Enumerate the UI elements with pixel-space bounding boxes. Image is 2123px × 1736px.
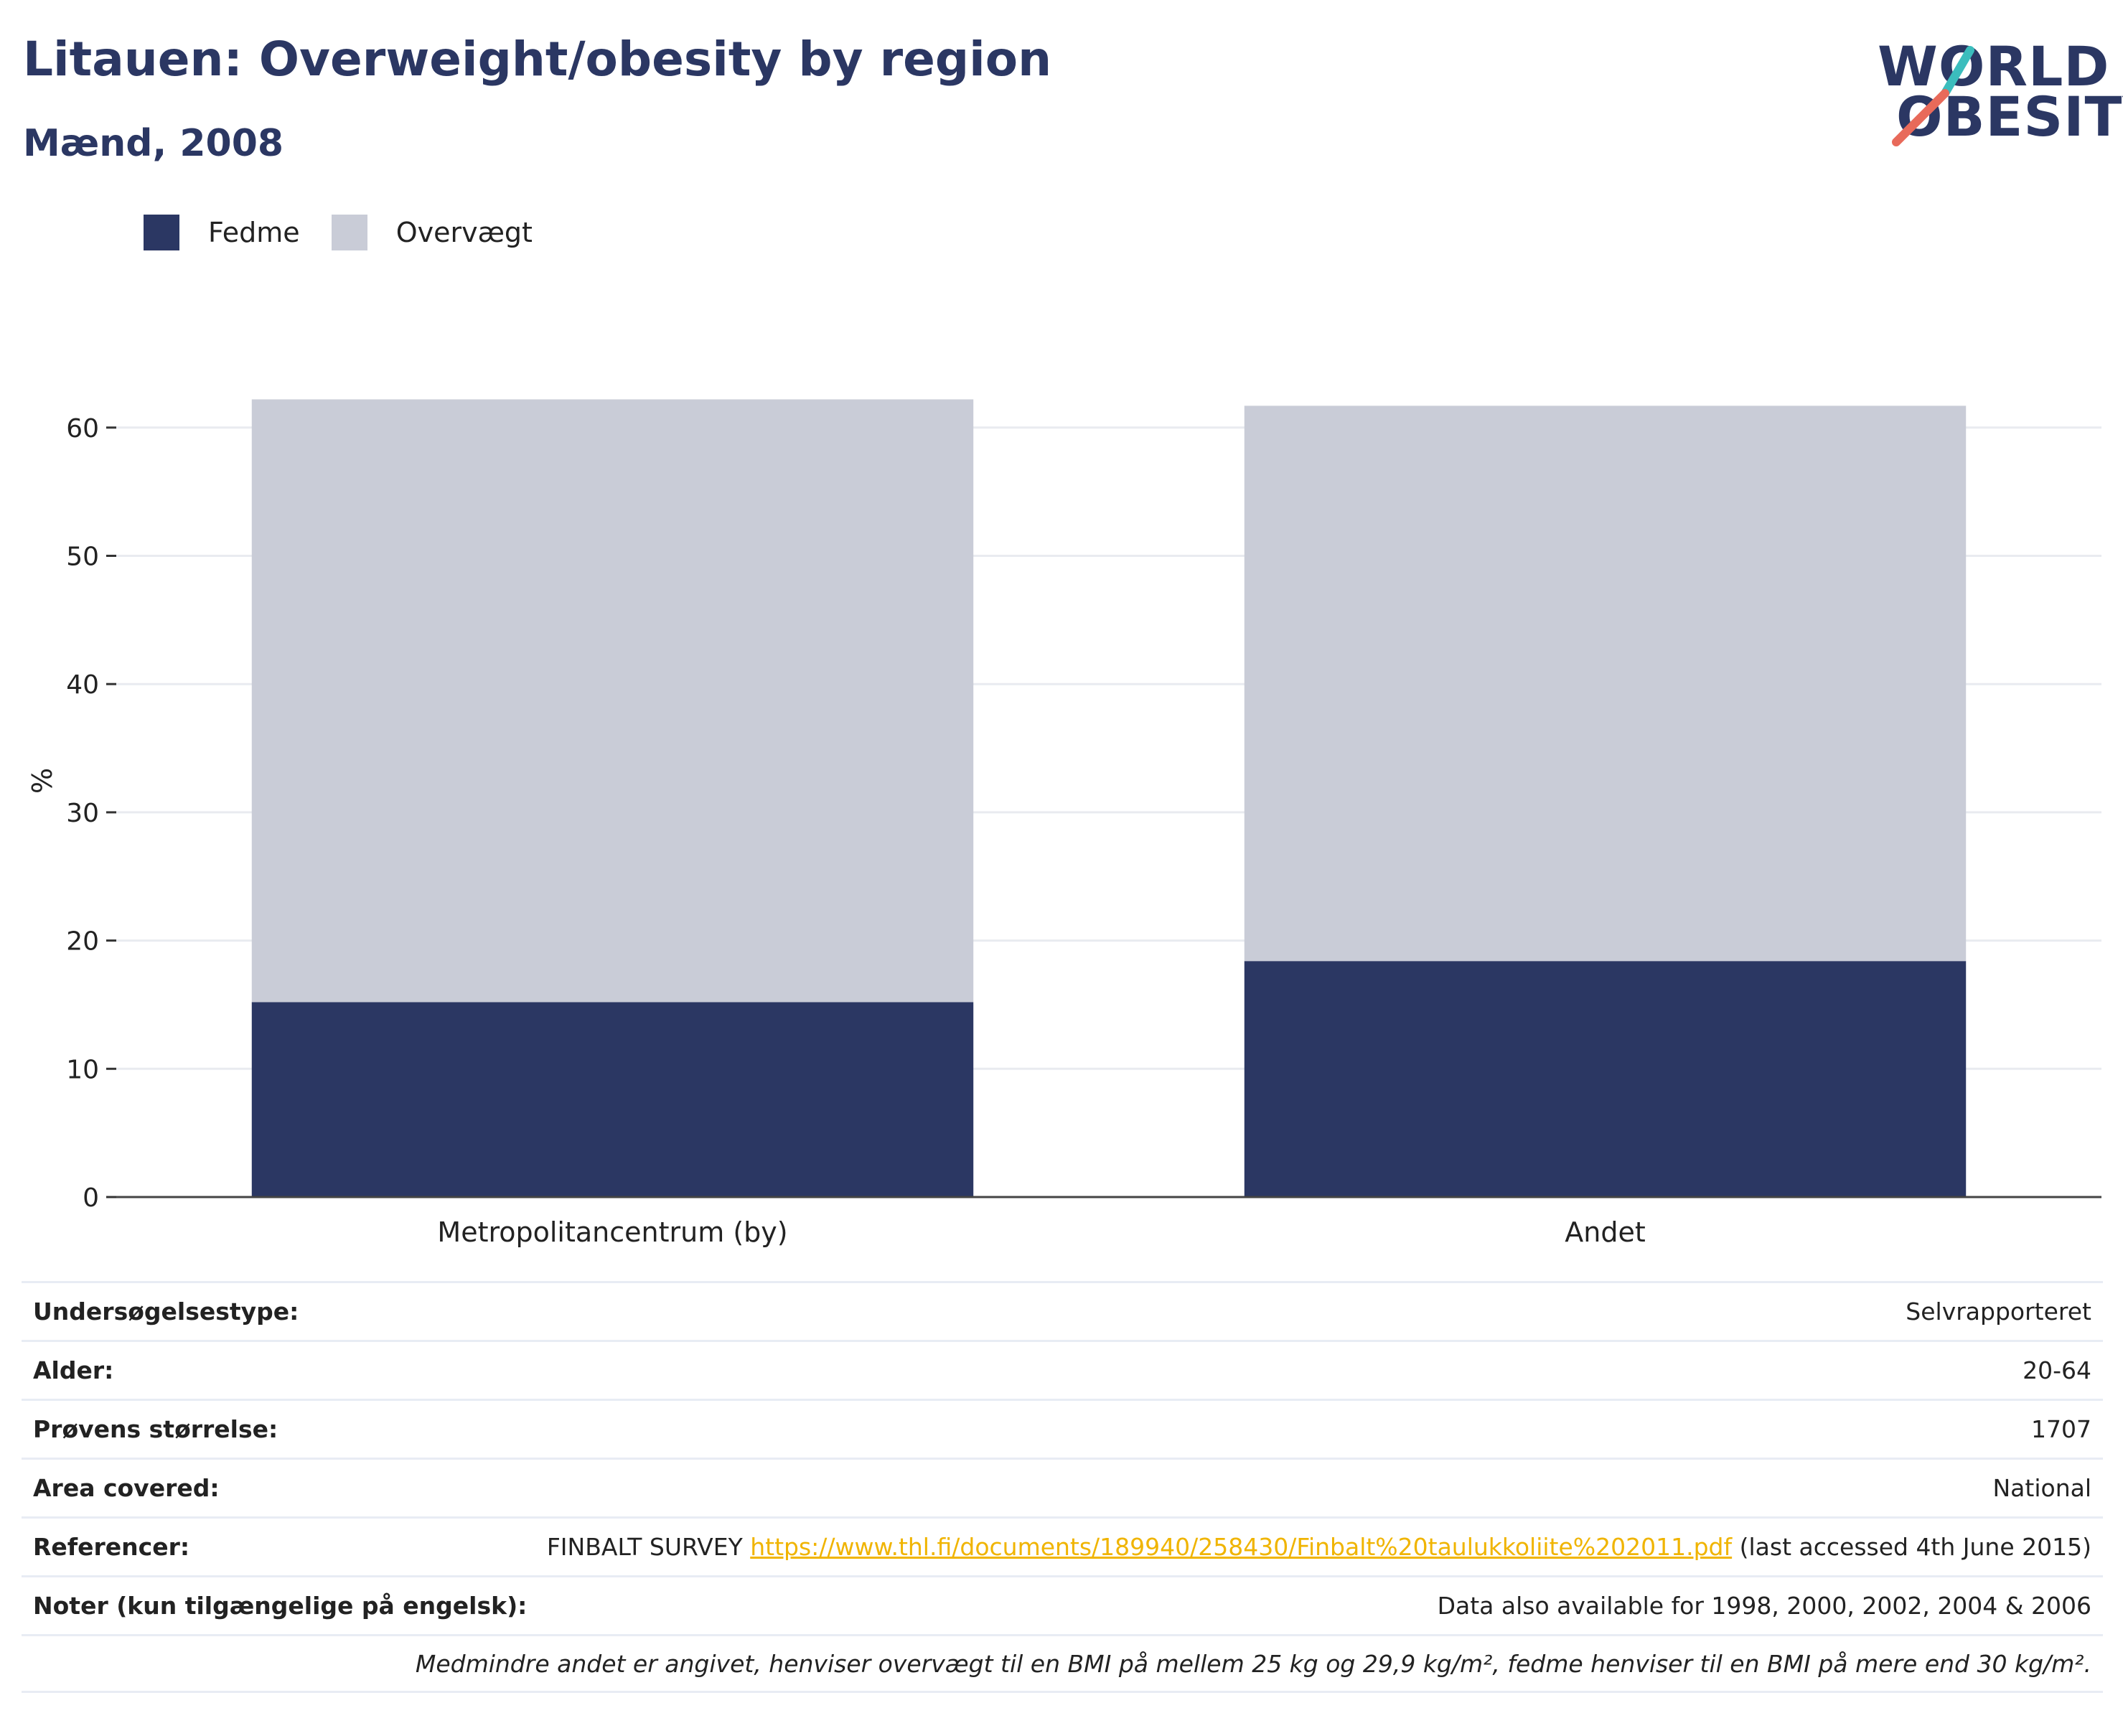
- legend-item-fedme[interactable]: Fedme: [144, 215, 300, 250]
- info-label-references: Referencer:: [33, 1533, 190, 1561]
- logo-text-world: WORLD: [1878, 34, 2110, 98]
- y-tick-label: 50: [66, 543, 99, 572]
- info-value-references: FINBALT SURVEY https://www.thl.fi/docume…: [547, 1533, 2091, 1561]
- y-tick-label: 30: [66, 799, 99, 828]
- survey-info-table: Undersøgelsestype: Selvrapporteret Alder…: [22, 1281, 2103, 1693]
- reference-source: FINBALT SURVEY: [546, 1533, 751, 1561]
- chart-legend: Fedme Overvægt: [144, 212, 564, 253]
- bar-fedme: [1244, 961, 1967, 1197]
- bmi-footnote: Medmindre andet er angivet, henviser ove…: [415, 1649, 2091, 1678]
- legend-label-fedme: Fedme: [208, 217, 300, 248]
- logo-text-obesity: OBESITY: [1896, 85, 2123, 149]
- info-row-notes: Noter (kun tilgængelige på engelsk): Dat…: [22, 1575, 2103, 1634]
- info-label-area: Area covered:: [33, 1474, 220, 1502]
- bar-overvaegt: [1244, 405, 1967, 962]
- bar-overvaegt: [251, 399, 974, 1003]
- y-axis-label: %: [27, 768, 58, 794]
- legend-item-overvaegt[interactable]: Overvægt: [331, 215, 533, 250]
- legend-label-overvaegt: Overvægt: [395, 217, 533, 248]
- info-label-survey-type: Undersøgelsestype:: [33, 1298, 299, 1326]
- page-title: Litauen: Overweight/obesity by region: [23, 32, 1052, 87]
- y-tick-label: 10: [66, 1055, 99, 1084]
- info-value-notes: Data also available for 1998, 2000, 2002…: [1437, 1592, 2091, 1620]
- page-subtitle: Mænd, 2008: [23, 122, 284, 165]
- legend-swatch-overvaegt: [331, 215, 367, 250]
- x-tick-label: Metropolitancentrum (by): [437, 1216, 787, 1248]
- logo-slash-icon: [1892, 46, 1974, 146]
- legend-swatch-fedme: [144, 215, 179, 250]
- info-row-age: Alder: 20-64: [22, 1340, 2103, 1399]
- reference-accessed: (last accessed 4th June 2015): [1732, 1533, 2091, 1561]
- info-value-survey-type: Selvrapporteret: [1906, 1298, 2091, 1326]
- x-tick-label: Andet: [1565, 1216, 1645, 1248]
- y-tick-label: 0: [83, 1183, 99, 1213]
- bar-chart: 0 10 20 30 40 50 60% Metropolitancentrum (by) An…: [27, 399, 2101, 1248]
- info-row-sample-size: Prøvens størrelse: 1707: [22, 1399, 2103, 1458]
- y-tick-label: 40: [66, 670, 99, 700]
- info-label-notes: Noter (kun tilgængelige på engelsk):: [33, 1592, 528, 1620]
- info-row-area: Area covered: National: [22, 1458, 2103, 1516]
- y-tick-label: 60: [66, 414, 99, 444]
- bar-fedme: [251, 1002, 974, 1197]
- info-row-references: Referencer: FINBALT SURVEY https://www.t…: [22, 1516, 2103, 1575]
- info-value-age: 20-64: [2023, 1356, 2091, 1384]
- y-tick-label: 20: [66, 927, 99, 957]
- info-label-age: Alder:: [33, 1356, 114, 1384]
- info-label-sample-size: Prøvens størrelse:: [33, 1415, 278, 1443]
- info-row-footnote: Medmindre andet er angivet, henviser ove…: [22, 1634, 2103, 1693]
- reference-link[interactable]: https://www.thl.fi/documents/189940/2584…: [750, 1533, 1733, 1561]
- world-obesity-logo: WORLD OBESITY: [1866, 29, 2123, 158]
- info-row-survey-type: Undersøgelsestype: Selvrapporteret: [22, 1281, 2103, 1340]
- info-value-sample-size: 1707: [2031, 1415, 2091, 1443]
- info-value-area: National: [1992, 1474, 2091, 1502]
